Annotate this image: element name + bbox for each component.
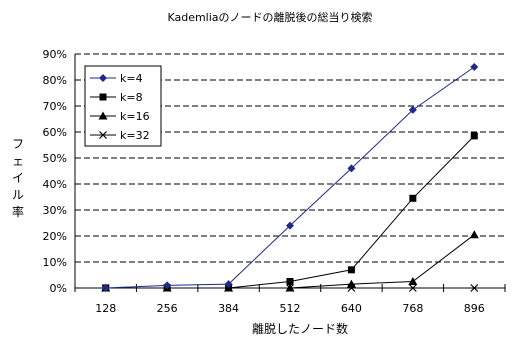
data-point <box>101 284 110 292</box>
y-tick-label: 10% <box>43 256 67 269</box>
y-tick-label: 50% <box>43 152 67 165</box>
data-point <box>408 105 417 114</box>
series-layer <box>101 63 479 292</box>
data-point <box>285 283 295 292</box>
series-line <box>105 135 475 289</box>
y-axis-label: フェイル率 <box>12 137 24 219</box>
data-point <box>347 164 356 173</box>
x-axis-ticks: 128 256 384 512 640 768 896 <box>95 302 485 315</box>
y-tick-label: 30% <box>43 204 67 217</box>
x-tick-label: 640 <box>341 302 362 315</box>
data-point <box>470 63 479 71</box>
legend-label: k=4 <box>120 72 143 85</box>
data-point <box>470 284 479 292</box>
data-point <box>99 131 107 139</box>
y-tick-label: 20% <box>43 230 67 243</box>
legend-box <box>84 65 162 147</box>
legend: k=4 k=8 k=16 k=32 <box>84 65 162 147</box>
data-point <box>409 194 417 202</box>
x-tick-label: 256 <box>157 302 178 315</box>
y-tick-label: 80% <box>43 74 67 87</box>
chart-title: Kademliaのノードの離脱後の総当り検索 <box>167 10 372 24</box>
data-point <box>346 279 356 288</box>
y-tick-label: 0% <box>50 282 67 295</box>
y-axis-ticks: 0% 10% 20% 30% 40% 50% 60% 70% 80% 90% <box>43 48 67 295</box>
y-tick-label: 60% <box>43 126 67 139</box>
data-point <box>224 280 233 289</box>
x-tick-label: 512 <box>280 302 301 315</box>
data-point <box>98 111 108 120</box>
x-tick-label: 384 <box>218 302 239 315</box>
data-point <box>99 93 107 101</box>
y-tick-label: 70% <box>43 100 67 113</box>
data-point <box>163 281 172 290</box>
x-axis-label: 離脱したノード数 <box>252 321 348 336</box>
data-point <box>286 221 294 230</box>
data-point <box>99 74 107 82</box>
legend-label: k=16 <box>120 110 150 123</box>
data-point <box>286 278 294 285</box>
x-tick-label: 768 <box>402 302 423 315</box>
x-tick-label: 896 <box>464 302 485 315</box>
data-point <box>470 132 478 140</box>
data-point <box>408 277 418 285</box>
y-tick-label: 90% <box>43 48 67 61</box>
data-point <box>408 284 417 292</box>
data-point <box>347 266 355 274</box>
y-tick-label: 40% <box>43 178 67 191</box>
x-tick-label: 128 <box>95 302 116 315</box>
data-point <box>469 230 479 239</box>
legend-label: k=8 <box>120 91 143 104</box>
legend-label: k=32 <box>120 129 150 142</box>
